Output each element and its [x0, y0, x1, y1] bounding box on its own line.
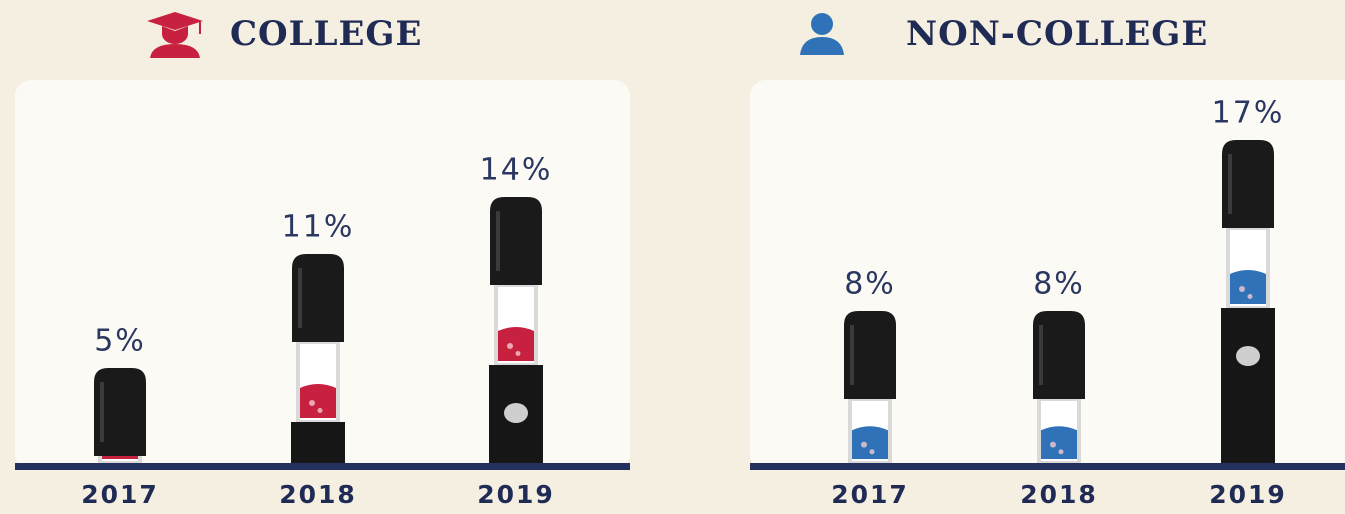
vape-bar [1033, 311, 1085, 463]
vape-bar [291, 254, 345, 463]
x-tick-label: 2017 [81, 480, 159, 509]
value-label: 17% [1212, 96, 1285, 131]
bubble [1248, 294, 1253, 299]
bubble [870, 449, 875, 454]
page: {"chart_data": [ {"type": "bar", "title"… [0, 0, 1345, 510]
pen-shine [298, 268, 302, 328]
infographic: COLLEGE NON-COLLEGE 5% 2017 11% 2018 14% 2019… [0, 0, 1345, 510]
bubble [1050, 442, 1056, 448]
pen-liquid [1041, 426, 1077, 459]
pen-body [291, 422, 345, 463]
bubble [516, 351, 521, 356]
pen-button [504, 403, 528, 423]
vape-bar [489, 197, 543, 463]
pen-shine [1039, 325, 1043, 385]
pen-shine [1228, 154, 1232, 214]
vape-bar [94, 368, 146, 463]
pen-liquid [300, 384, 336, 418]
bubble [861, 442, 867, 448]
value-label: 11% [282, 210, 355, 245]
bubble [507, 343, 513, 349]
value-label: 8% [844, 267, 896, 302]
chart-title: COLLEGE [230, 14, 422, 54]
baseline [750, 463, 1345, 470]
value-label: 5% [94, 324, 146, 359]
pen-shine [100, 382, 104, 442]
value-label: 14% [480, 153, 553, 188]
value-label: 8% [1033, 267, 1085, 302]
person-icon [800, 13, 844, 55]
pen-shine [850, 325, 854, 385]
x-tick-label: 2018 [279, 480, 357, 509]
x-tick-label: 2017 [831, 480, 909, 509]
pen-liquid [1230, 270, 1266, 304]
pen-body [1221, 308, 1275, 463]
x-tick-label: 2019 [1209, 480, 1287, 509]
pen-shine [496, 211, 500, 271]
x-tick-label: 2018 [1020, 480, 1098, 509]
bubble [318, 408, 323, 413]
vape-bar [844, 311, 896, 463]
chart-title: NON-COLLEGE [906, 14, 1208, 54]
graduate-icon [147, 12, 203, 58]
bubble [1059, 449, 1064, 454]
pen-liquid [498, 327, 534, 361]
pen-button [1236, 346, 1260, 366]
x-tick-label: 2019 [477, 480, 555, 509]
bubble [309, 400, 315, 406]
bubble [1239, 286, 1245, 292]
vape-bar [1221, 140, 1275, 463]
baseline [15, 463, 630, 470]
pen-liquid [852, 426, 888, 459]
